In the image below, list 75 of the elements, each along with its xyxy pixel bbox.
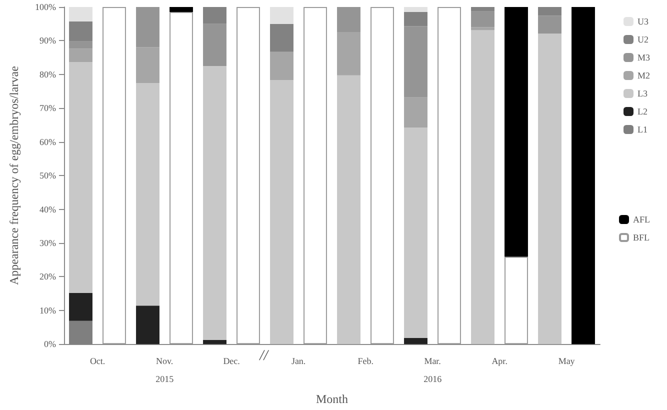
bar: [404, 7, 428, 12]
text: //: [258, 348, 270, 364]
bar: [471, 11, 494, 28]
bar: [504, 7, 528, 257]
bar: [236, 7, 260, 344]
bar: [170, 12, 193, 344]
legend-label: M2: [638, 70, 650, 80]
y-tick-label: 90%: [40, 36, 56, 46]
bar: [69, 62, 92, 293]
x-tick-label: Dec.: [223, 356, 240, 366]
bar: [404, 338, 428, 344]
bar: [69, 292, 92, 321]
bar: [203, 340, 226, 344]
bar: [337, 32, 360, 76]
bar: [69, 48, 92, 62]
y-tick-label: 60%: [40, 136, 56, 147]
bar: [404, 26, 428, 98]
bar: [538, 7, 562, 16]
bar: [404, 12, 428, 26]
bar: [504, 256, 528, 344]
legend-label: U2: [638, 34, 648, 44]
bar: [370, 7, 394, 344]
x-tick-label: Jan.: [291, 356, 306, 366]
y-tick-label: 100%: [35, 2, 56, 12]
legend-label: U3: [638, 16, 649, 26]
y-tick-label: 10%: [40, 305, 56, 316]
y-tick-label: 30%: [40, 238, 56, 248]
y-axis-title: Appearance frequency of egg/embryos/larvae: [7, 66, 21, 285]
bar: [438, 7, 461, 344]
y-tick-label: 0%: [44, 339, 56, 350]
y-tick-label: 20%: [40, 272, 56, 282]
x-axis-title: Month: [316, 392, 348, 406]
x-tick-label: Feb.: [358, 356, 374, 366]
bar: [404, 128, 428, 338]
y-tick-label: 80%: [40, 69, 56, 80]
x-tick-label: Nov. 2015: [156, 356, 174, 384]
x-tick-label: Oct.: [90, 356, 106, 366]
bar: [270, 7, 294, 24]
bar: [471, 27, 494, 30]
bar: [270, 80, 294, 344]
bar: [572, 7, 595, 344]
bar: [337, 7, 360, 32]
legend-label: M3: [638, 52, 650, 62]
bar: [136, 83, 160, 306]
legend-label: L1: [638, 124, 648, 134]
bar: [337, 75, 360, 344]
x-tick-label: Apr.: [492, 356, 508, 366]
bar: [471, 30, 494, 344]
bar: [304, 7, 327, 344]
legend-label: BFL: [633, 232, 650, 242]
bar: [270, 52, 294, 80]
x-tick-label: Mar. 2016: [424, 356, 442, 384]
bar: [538, 34, 562, 344]
x-tick-label: May: [558, 356, 576, 366]
bar: [270, 24, 294, 52]
legend-label: L2: [638, 106, 648, 116]
bar: [136, 47, 160, 84]
bar: [203, 7, 226, 24]
bar: [538, 16, 562, 34]
bar: [203, 24, 226, 66]
bar: [203, 66, 226, 340]
bar: [136, 7, 160, 48]
y-tick-label: 50%: [40, 170, 56, 181]
bar: [136, 306, 160, 344]
bar: [69, 41, 92, 49]
legend-label: AFL: [633, 214, 650, 224]
bar: [471, 7, 494, 12]
bar: [69, 21, 92, 42]
bar: [102, 7, 126, 344]
bar: [404, 97, 428, 128]
y-tick-label: 40%: [40, 204, 56, 214]
bar: [69, 7, 92, 22]
legend-label: L3: [638, 88, 648, 98]
y-tick-label: 70%: [40, 103, 56, 114]
bar: [170, 7, 193, 12]
